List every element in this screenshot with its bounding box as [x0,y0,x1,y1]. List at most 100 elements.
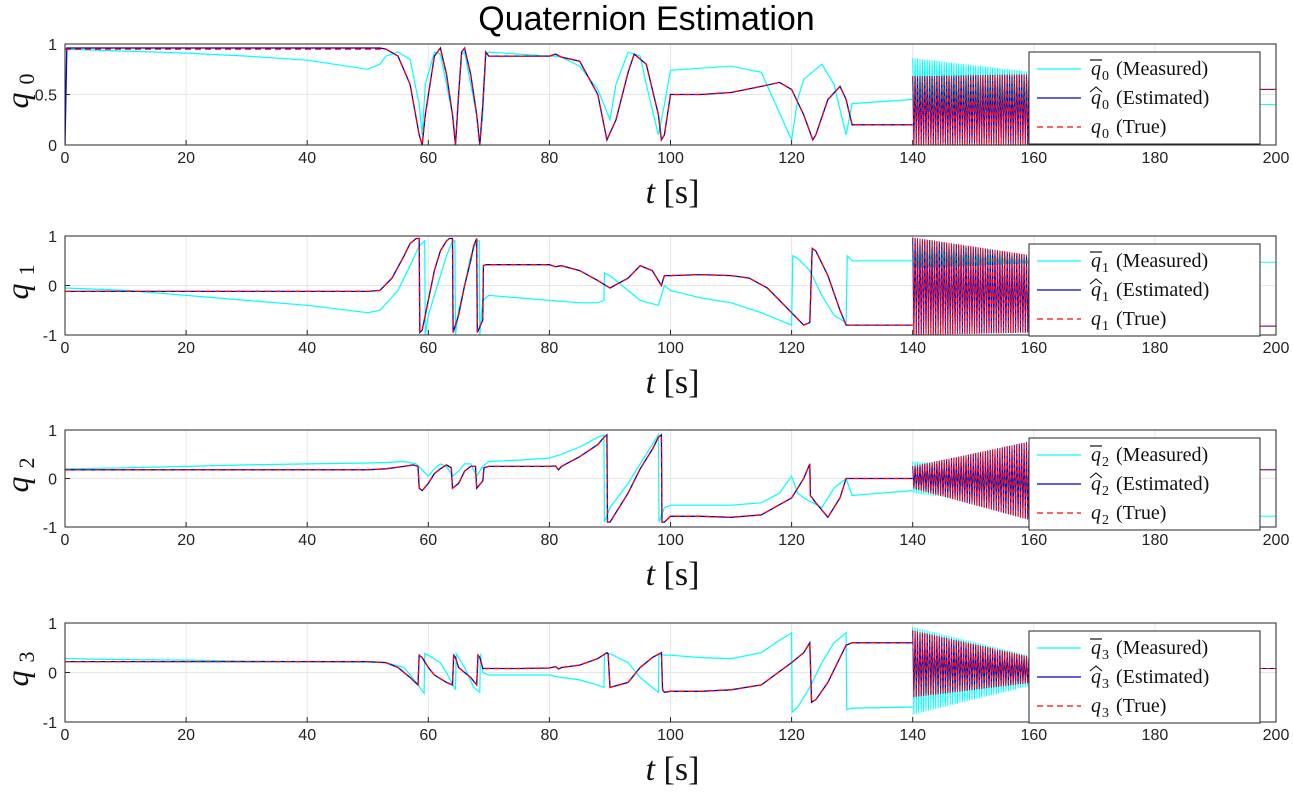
legend: q 1 (Measured)q 1 (Estimated)q 1 (True) [1028,243,1261,337]
x-tick-label: 20 [177,340,195,357]
figure-title: Quaternion Estimation [478,0,815,38]
y-axis-label: q2 [0,458,39,493]
legend-symbol: q [1091,87,1101,109]
legend-label: (Estimated) [1116,473,1209,495]
x-tick-label: 40 [298,727,316,744]
legend-symbol: q [1091,116,1101,138]
legend-subscript: 2 [1102,513,1109,528]
x-tick-label: 100 [657,727,684,744]
x-axis-symbol: t [646,556,664,593]
legend-hat-accent [1089,472,1103,479]
x-tick-label: 40 [298,340,316,357]
x-axis-label: t [s] [646,174,700,211]
x-axis-unit: [s] [664,556,700,593]
x-tick-label: 80 [541,150,559,167]
legend-subscript: 0 [1102,69,1109,84]
x-tick-label: 160 [1020,727,1047,744]
x-tick-label: 160 [1020,150,1047,167]
legend-subscript: 3 [1102,677,1109,692]
legend-subscript: 0 [1102,127,1109,142]
legend-symbol: q [1091,308,1101,330]
legend-symbol: q [1091,473,1101,495]
legend-label: (True) [1116,308,1166,330]
x-tick-label: 0 [61,340,70,357]
x-tick-label: 20 [177,532,195,549]
x-axis-symbol: t [646,751,664,788]
x-tick-label: 80 [541,727,559,744]
x-tick-label: 180 [1142,727,1169,744]
legend-subscript: 2 [1102,455,1109,470]
x-tick-label: 100 [657,150,684,167]
y-axis-label: q1 [0,265,39,300]
y-tick-label: 1 [48,37,57,54]
series-line-true [65,640,913,704]
oscillation-true [912,630,1276,698]
legend-subscript: 1 [1102,261,1109,276]
y-axis-subscript: 3 [14,652,39,663]
legend-label: (Estimated) [1116,666,1209,688]
legend-subscript: 3 [1102,706,1109,721]
x-tick-label: 100 [657,340,684,357]
x-axis-label: t [s] [646,364,700,401]
x-tick-label: 0 [61,150,70,167]
x-tick-label: 180 [1142,150,1169,167]
x-tick-label: 60 [419,340,437,357]
legend-label: (Measured) [1116,444,1208,466]
legend-subscript: 1 [1102,290,1109,305]
y-tick-label: 1 [48,423,57,440]
series-line-true [65,46,913,145]
y-axis-symbol: q [0,671,35,687]
x-tick-label: 0 [61,727,70,744]
legend: q 3 (Measured)q 3 (Estimated)q 3 (True) [1028,630,1261,724]
series-line-true [65,237,913,335]
oscillation-true [912,440,1276,521]
legend-hat-accent [1089,278,1103,285]
x-axis-unit: [s] [664,364,700,401]
legend-symbol: q [1091,58,1101,80]
oscillation-measured [912,238,1276,269]
x-tick-label: 80 [541,532,559,549]
legend-symbol: q [1091,666,1101,688]
y-axis-label: q3 [0,652,39,687]
legend-hat-accent [1089,665,1103,672]
y-tick-label: -1 [43,520,57,537]
series-group [65,626,1276,715]
legend-symbol: q [1091,250,1101,272]
legend-symbol: q [1091,444,1101,466]
x-tick-label: 140 [899,150,926,167]
series-line-true [65,433,913,523]
series-group [65,432,1276,523]
series-line-measured [65,239,913,335]
series-line-measured [65,432,913,523]
x-tick-label: 80 [541,340,559,357]
legend-label: (True) [1116,695,1166,717]
series-line-measured [65,631,913,714]
y-tick-label: 0 [48,279,57,296]
legend-subscript: 3 [1102,648,1109,663]
x-tick-label: 140 [899,532,926,549]
x-axis-unit: [s] [664,751,700,788]
x-tick-label: 200 [1263,727,1290,744]
y-tick-label: 1 [48,616,57,633]
x-axis-unit: [s] [664,174,700,211]
y-axis-symbol: q [0,284,35,300]
legend-symbol: q [1091,695,1101,717]
legend: q 2 (Measured)q 2 (Estimated)q 2 (True) [1028,437,1261,531]
x-tick-label: 40 [298,150,316,167]
x-tick-label: 100 [657,532,684,549]
y-axis-subscript: 1 [14,265,39,276]
legend-label: (Estimated) [1116,87,1209,109]
x-tick-label: 200 [1263,532,1290,549]
legend-subscript: 1 [1102,319,1109,334]
x-tick-label: 60 [419,727,437,744]
x-tick-label: 20 [177,150,195,167]
y-tick-label: 0 [48,138,57,155]
series-group [65,46,1276,145]
oscillation-measured [912,58,1276,117]
legend-label: (Measured) [1116,250,1208,272]
x-tick-label: 140 [899,340,926,357]
x-tick-label: 160 [1020,532,1047,549]
